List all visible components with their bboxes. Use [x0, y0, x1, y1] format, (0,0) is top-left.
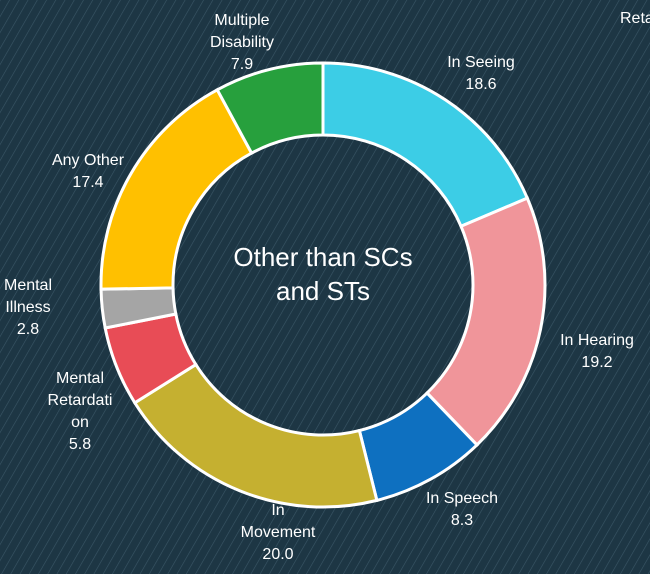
category-label: Multiple Disability: [209, 12, 274, 51]
slice-label: In Speech 8.3: [412, 488, 512, 532]
slice-label: Any Other 17.4: [43, 150, 133, 194]
category-label: In Hearing: [560, 332, 634, 349]
slice-label: In Movement 20.0: [238, 500, 318, 566]
slice-label: In Hearing 19.2: [547, 330, 647, 374]
value-label: 18.6: [465, 76, 497, 93]
value-label: 19.2: [581, 354, 613, 371]
category-label: In Speech: [425, 490, 499, 507]
category-label: Any Other: [51, 152, 125, 169]
center-label: Other than SCs and STs: [233, 242, 413, 306]
slice: [215, 61, 325, 156]
slice-label: Mental Retardation 5.8: [44, 368, 116, 456]
value-label: 8.3: [450, 512, 474, 529]
value-label: 17.4: [72, 174, 104, 191]
value-label: 5.8: [68, 436, 92, 453]
category-label: Mental Retardation: [47, 370, 113, 431]
slice-label: In Seeing 18.6: [431, 52, 531, 96]
annotation: Reta: [620, 10, 650, 27]
value-label: 7.9: [230, 56, 254, 73]
slice-label: Mental Illness 2.8: [0, 275, 56, 341]
category-label: In Seeing: [447, 54, 515, 71]
category-label: Mental Illness: [3, 277, 53, 316]
value-label: 20.0: [262, 546, 294, 563]
value-label: 2.8: [16, 321, 40, 338]
slice-label: Multiple Disability 7.9: [197, 10, 287, 76]
category-label: In Movement: [240, 502, 316, 541]
